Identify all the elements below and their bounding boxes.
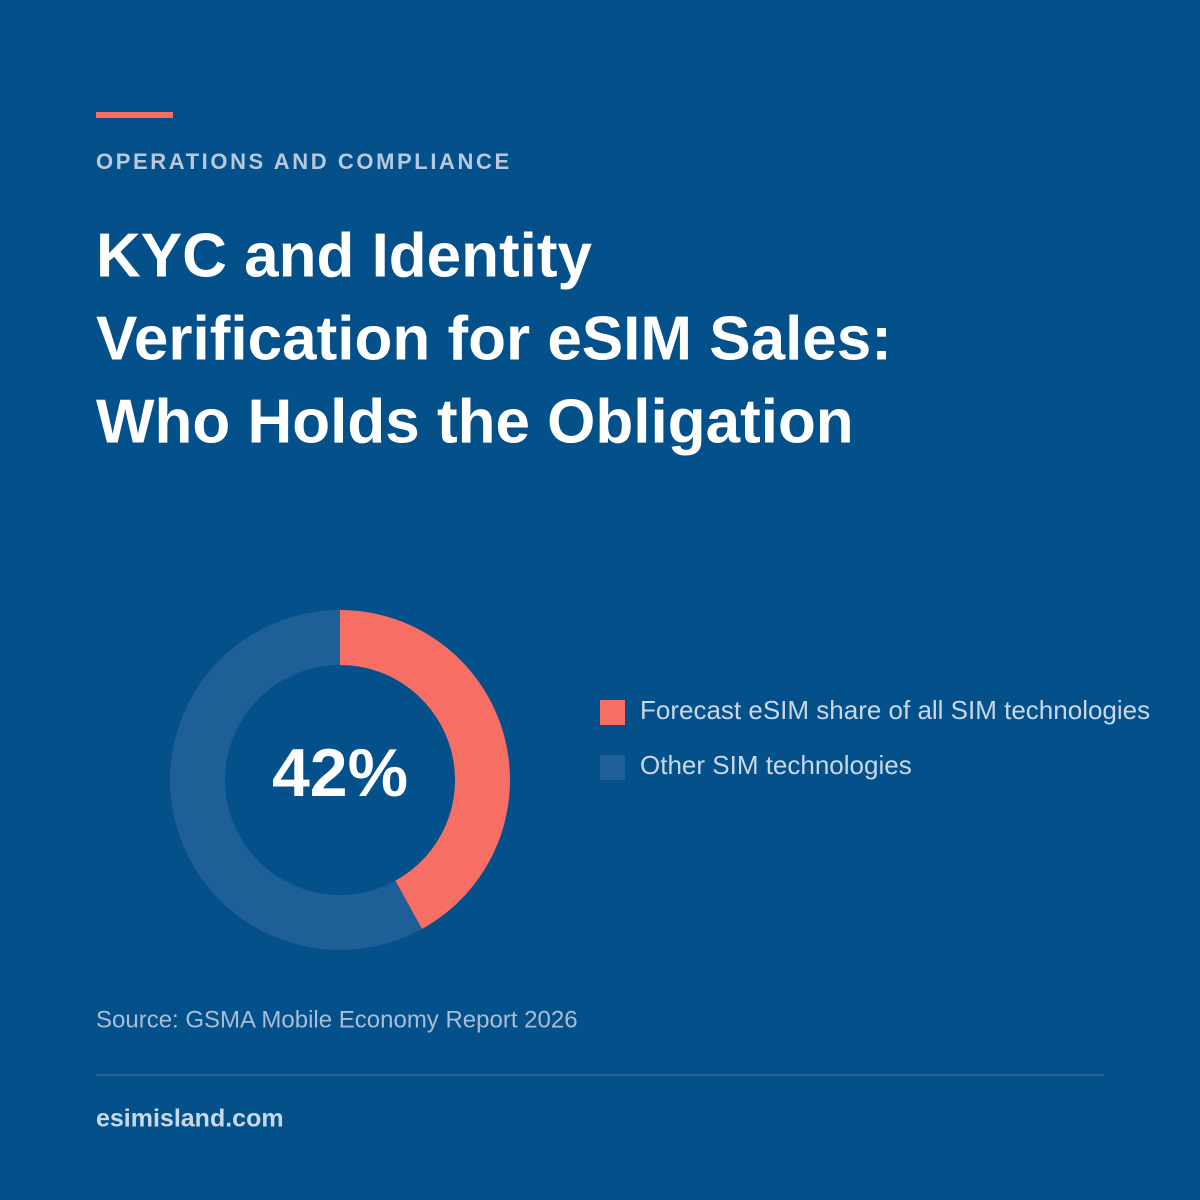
accent-bar (96, 112, 173, 118)
legend-swatch (600, 700, 625, 725)
legend-label: Forecast eSIM share of all SIM technolog… (640, 695, 1150, 725)
center-label: 42% (272, 735, 408, 811)
source: Source: GSMA Mobile Economy Report 2026 (96, 1006, 578, 1033)
legend-label: Other SIM technologies (640, 750, 912, 780)
donut-segment (340, 610, 510, 929)
title-line: KYC and Identity (96, 221, 593, 290)
donut-segment (169, 610, 422, 950)
donut-chart: 42% Forecast eSIM share of all SIM techno… (169, 610, 1150, 950)
title-line: Who Holds the Obligation (96, 387, 854, 456)
footer: esimisland.com (96, 1105, 284, 1133)
eyebrow: OPERATIONS AND COMPLIANCE (96, 149, 512, 174)
legend-swatch (600, 755, 625, 780)
title-line: Verification for eSIM Sales: (96, 304, 892, 373)
